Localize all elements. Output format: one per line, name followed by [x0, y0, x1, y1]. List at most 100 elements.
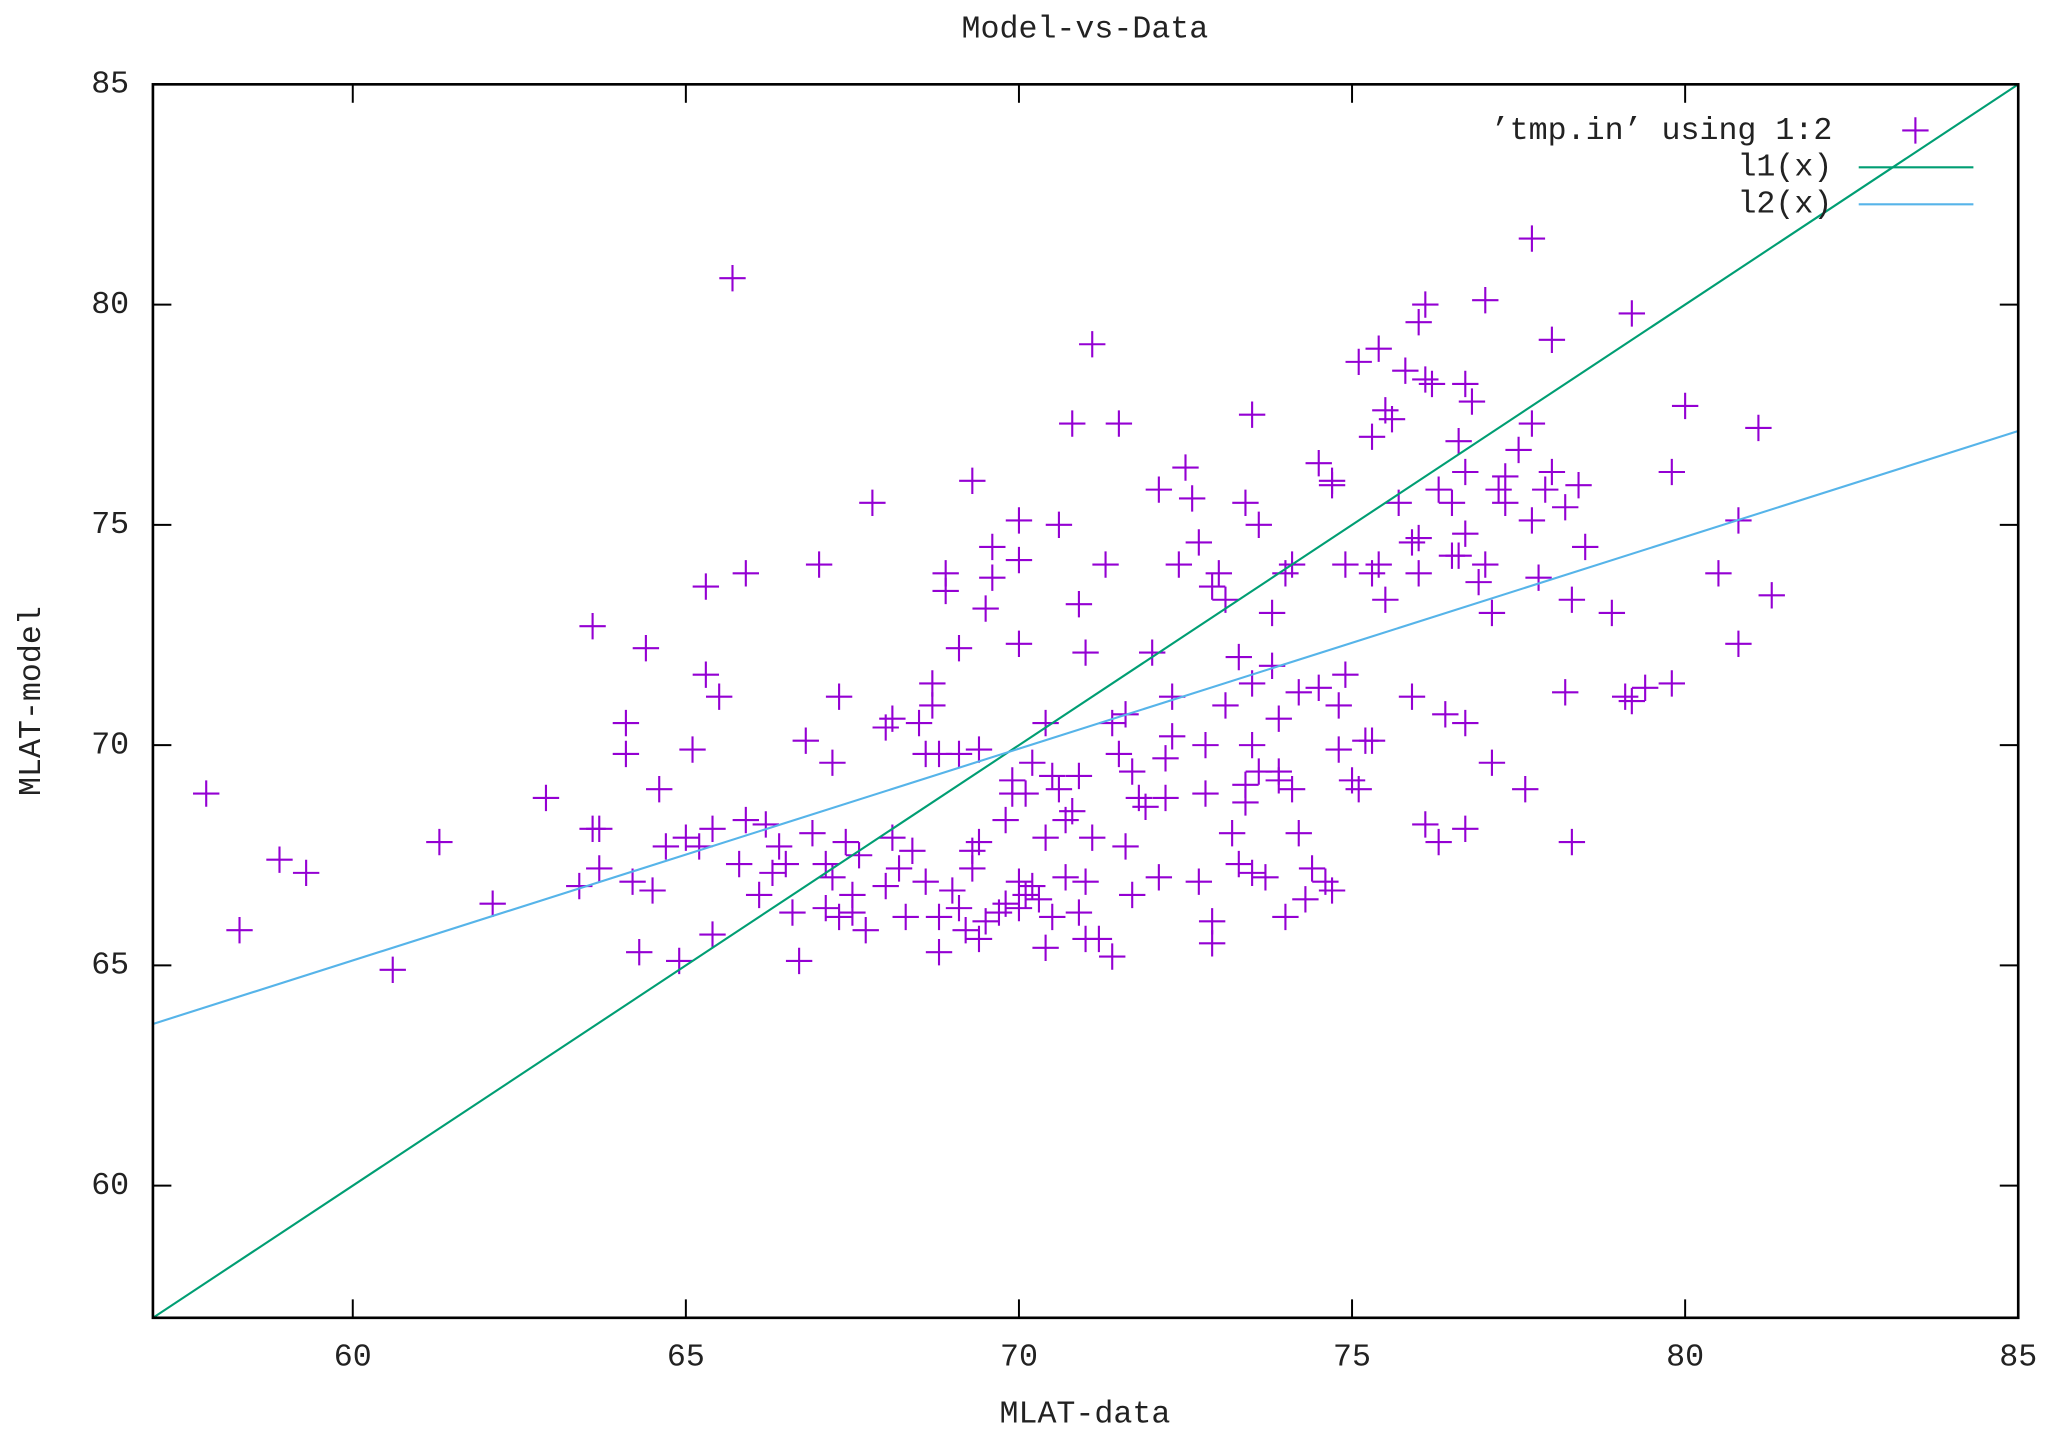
point — [1445, 427, 1472, 455]
point — [1265, 705, 1292, 732]
point — [1258, 599, 1286, 627]
point — [952, 916, 979, 944]
point — [1725, 630, 1752, 657]
point — [1658, 458, 1685, 486]
point — [1418, 370, 1446, 398]
point — [825, 903, 853, 931]
point — [945, 894, 973, 922]
point — [899, 837, 926, 865]
point — [1145, 864, 1173, 891]
point — [1318, 877, 1346, 904]
point — [1518, 507, 1546, 534]
point — [612, 740, 640, 768]
point — [699, 815, 726, 843]
point — [1518, 410, 1546, 437]
point — [819, 749, 846, 776]
point — [1252, 864, 1279, 891]
point — [1558, 586, 1586, 613]
point — [959, 855, 986, 882]
point — [965, 736, 993, 763]
point — [1332, 551, 1359, 578]
point — [1238, 859, 1266, 887]
point — [925, 938, 953, 966]
line — [152, 84, 2019, 1318]
point — [1465, 568, 1492, 596]
point — [1065, 762, 1093, 790]
point — [1158, 723, 1186, 750]
point — [1405, 309, 1432, 336]
x-tick-label: 70 — [1000, 1341, 1038, 1376]
point — [1065, 590, 1093, 618]
point — [1452, 520, 1479, 547]
point — [905, 709, 933, 737]
point — [1365, 551, 1392, 578]
point — [1438, 489, 1466, 517]
point — [612, 709, 640, 737]
point — [1119, 758, 1146, 785]
point — [1218, 820, 1246, 847]
point — [979, 564, 1006, 591]
point — [1398, 683, 1426, 710]
y-tick-label: 60 — [91, 1169, 129, 1204]
point — [1452, 815, 1479, 843]
point — [832, 828, 859, 856]
point — [839, 899, 866, 926]
point — [825, 683, 853, 710]
point — [912, 868, 939, 895]
point — [626, 938, 653, 966]
point — [692, 573, 720, 600]
point — [1059, 410, 1086, 437]
point — [1598, 599, 1626, 627]
point — [1365, 335, 1392, 362]
point — [193, 780, 220, 807]
point — [945, 740, 973, 768]
point — [1485, 476, 1512, 503]
point — [1065, 899, 1093, 926]
point — [1032, 709, 1059, 737]
y-tick-label: 85 — [91, 68, 129, 103]
point — [1745, 414, 1772, 442]
y-tick-label: 75 — [91, 508, 129, 543]
point — [1192, 731, 1219, 759]
point — [1285, 820, 1312, 847]
y-tick-label: 80 — [91, 288, 129, 323]
point — [1558, 828, 1586, 856]
point — [1538, 326, 1566, 354]
y-tick-label: 65 — [91, 949, 129, 984]
point — [719, 264, 746, 292]
point — [965, 925, 993, 953]
point — [1165, 551, 1193, 578]
point — [1538, 458, 1566, 486]
point — [1079, 331, 1106, 358]
chart-title: Model-vs-Data — [962, 12, 1209, 47]
x-axis-label: MLAT-data — [999, 1397, 1170, 1432]
legend-marker — [1902, 117, 1929, 144]
point — [1005, 894, 1033, 922]
x-tick-label: 80 — [1666, 1341, 1704, 1376]
point — [765, 833, 793, 860]
point — [812, 894, 839, 922]
point — [1405, 560, 1432, 587]
point — [1671, 392, 1699, 420]
point — [1458, 388, 1486, 415]
point — [919, 692, 946, 719]
point — [1019, 749, 1046, 776]
point — [1105, 410, 1133, 437]
point — [745, 881, 773, 909]
point — [1552, 494, 1579, 521]
point — [1045, 511, 1073, 539]
point — [705, 683, 733, 710]
point — [1198, 573, 1226, 600]
point — [1045, 776, 1073, 803]
point — [1185, 868, 1213, 895]
point — [1005, 630, 1033, 657]
point — [1198, 908, 1226, 935]
point — [1512, 776, 1539, 803]
point — [932, 560, 959, 587]
point — [1092, 551, 1119, 578]
point — [1305, 450, 1332, 477]
point — [1565, 472, 1592, 499]
point — [1325, 736, 1352, 763]
point — [1398, 529, 1426, 556]
